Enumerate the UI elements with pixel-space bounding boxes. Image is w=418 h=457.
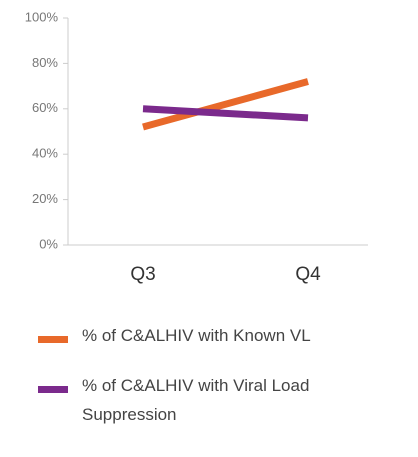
legend-swatch [38, 386, 68, 393]
line [142, 78, 309, 131]
legend-label: % of C&ALHIV with Known VL [82, 326, 311, 345]
y-tick-label: 0% [39, 236, 58, 251]
legend-label: % of C&ALHIV with Viral Load Suppression [82, 376, 310, 424]
legend: % of C&ALHIV with Known VL % of C&ALHIV w… [38, 326, 418, 457]
x-tick-label: Q3 [130, 264, 155, 285]
line [142, 105, 309, 122]
y-tick-label: 20% [32, 191, 58, 206]
y-tick-label: 80% [32, 55, 58, 70]
x-tick-label: Q4 [295, 264, 321, 285]
y-tick-label: 60% [32, 100, 58, 115]
y-tick-label: 40% [32, 146, 58, 161]
y-tick-label: 100% [25, 9, 59, 24]
legend-item: % of C&ALHIV with Known VL [38, 326, 418, 350]
legend-item: % of C&ALHIV with Viral Load Suppression [38, 376, 418, 429]
chart: 0% 20% 40% 60% 80% 100% Q3 Q4 [25, 9, 368, 285]
legend-swatch [38, 336, 68, 343]
